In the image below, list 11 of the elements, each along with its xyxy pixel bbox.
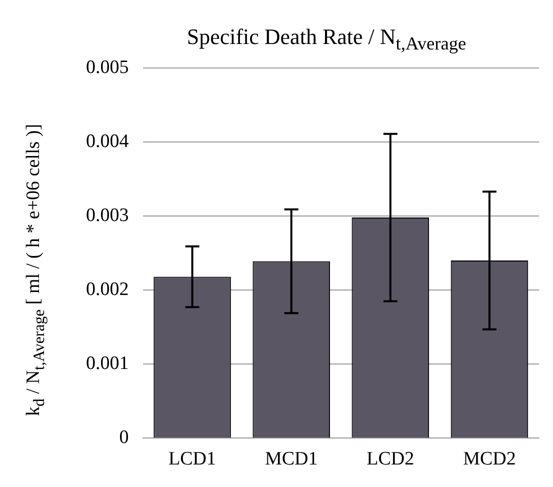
x-tick-label: LCD1 (168, 448, 216, 470)
chart-title: Specific Death Rate / N$_{t,Average}$ (186, 24, 468, 54)
x-tick-label: LCD2 (366, 448, 414, 470)
y-tick-label: 0.005 (86, 56, 129, 78)
x-tick-label: MCD2 (463, 448, 516, 470)
y-tick-label: 0.002 (86, 279, 129, 300)
y-tick-label: 0.004 (86, 131, 130, 152)
x-tick-label: MCD1 (264, 448, 318, 470)
y-tick-label: 0.003 (86, 205, 129, 226)
y-tick-label: 0 (119, 427, 129, 448)
y-tick-label: 0.001 (86, 353, 129, 374)
